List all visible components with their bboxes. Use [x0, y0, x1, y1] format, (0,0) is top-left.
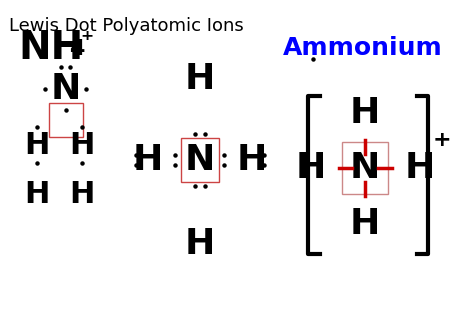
Text: N: N: [50, 72, 81, 106]
Bar: [181, 138, 219, 182]
Text: H: H: [69, 180, 94, 209]
Text: Ammonium: Ammonium: [283, 36, 443, 60]
Text: N: N: [185, 143, 215, 177]
Text: H: H: [69, 131, 94, 160]
Text: 4: 4: [69, 39, 85, 59]
Text: ⁺: ⁺: [81, 29, 94, 53]
Bar: [49, 103, 82, 137]
Text: H: H: [25, 131, 50, 160]
Text: H: H: [350, 96, 380, 131]
Text: H: H: [405, 151, 435, 185]
Text: N: N: [350, 151, 380, 185]
Text: H: H: [350, 207, 380, 241]
Text: H: H: [185, 62, 215, 96]
Text: H: H: [133, 143, 163, 177]
Text: H: H: [295, 151, 326, 185]
Bar: [343, 142, 388, 194]
Text: +: +: [432, 130, 451, 150]
Text: H: H: [237, 143, 267, 177]
Text: Lewis Dot Polyatomic Ions: Lewis Dot Polyatomic Ions: [9, 17, 244, 35]
Text: H: H: [25, 180, 50, 209]
Text: NH: NH: [18, 29, 83, 67]
Text: H: H: [185, 227, 215, 261]
